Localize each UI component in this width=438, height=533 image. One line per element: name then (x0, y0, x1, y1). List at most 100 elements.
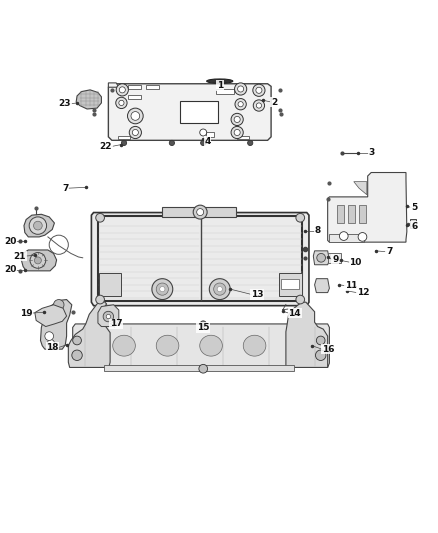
Circle shape (152, 279, 173, 300)
Circle shape (214, 283, 226, 295)
Circle shape (96, 213, 104, 222)
Circle shape (247, 140, 253, 146)
Circle shape (199, 365, 208, 373)
Circle shape (127, 108, 143, 124)
Text: 15: 15 (197, 323, 209, 332)
Circle shape (96, 295, 104, 304)
Bar (328, 253, 341, 263)
Text: 23: 23 (58, 99, 71, 108)
Text: 6: 6 (411, 222, 417, 231)
Circle shape (339, 232, 348, 240)
Circle shape (119, 87, 125, 93)
Text: 22: 22 (99, 142, 112, 151)
Circle shape (317, 254, 325, 262)
Polygon shape (108, 83, 119, 87)
Text: 7: 7 (386, 247, 392, 256)
Bar (128, 85, 141, 90)
Polygon shape (314, 279, 329, 293)
Circle shape (296, 295, 304, 304)
Bar (410, 219, 417, 228)
Circle shape (253, 100, 265, 111)
Circle shape (132, 130, 138, 135)
Polygon shape (98, 305, 119, 327)
Circle shape (53, 300, 64, 310)
Text: 21: 21 (14, 252, 26, 261)
Circle shape (201, 140, 206, 146)
Text: 10: 10 (350, 257, 362, 266)
Circle shape (200, 321, 206, 327)
Circle shape (253, 84, 265, 96)
Polygon shape (40, 300, 72, 349)
Polygon shape (68, 301, 110, 367)
Circle shape (116, 97, 127, 109)
Circle shape (47, 340, 54, 346)
Text: 11: 11 (345, 281, 357, 290)
Polygon shape (108, 84, 271, 140)
Ellipse shape (243, 335, 266, 356)
Circle shape (119, 100, 124, 106)
Circle shape (234, 130, 240, 135)
Circle shape (217, 287, 223, 292)
Bar (99, 273, 121, 296)
Text: 2: 2 (271, 98, 277, 107)
Circle shape (234, 116, 240, 123)
Circle shape (296, 213, 304, 222)
Bar (279, 273, 301, 296)
Ellipse shape (156, 335, 179, 356)
Circle shape (238, 102, 243, 107)
Circle shape (197, 208, 204, 215)
Bar (162, 207, 236, 217)
Circle shape (256, 87, 262, 93)
Circle shape (231, 126, 243, 139)
Polygon shape (286, 302, 328, 367)
Circle shape (200, 129, 207, 136)
Bar (146, 85, 159, 90)
Circle shape (169, 140, 174, 146)
Ellipse shape (113, 335, 135, 356)
Circle shape (131, 111, 140, 120)
Text: 7: 7 (62, 184, 68, 193)
Text: 20: 20 (4, 237, 16, 246)
Bar (216, 90, 234, 94)
Bar (98, 216, 302, 301)
Circle shape (231, 114, 243, 126)
Polygon shape (354, 182, 367, 195)
Polygon shape (92, 213, 309, 305)
Text: 9: 9 (332, 255, 339, 264)
Circle shape (160, 287, 165, 292)
Circle shape (73, 336, 81, 345)
Bar (128, 95, 141, 99)
Circle shape (29, 217, 46, 235)
Polygon shape (76, 90, 102, 109)
Text: 5: 5 (411, 203, 417, 212)
Text: 19: 19 (20, 309, 33, 318)
Bar (281, 279, 299, 289)
Ellipse shape (207, 79, 233, 83)
Text: 1: 1 (217, 81, 223, 90)
Circle shape (121, 140, 127, 146)
Circle shape (30, 253, 46, 268)
Circle shape (116, 84, 128, 96)
Polygon shape (35, 305, 67, 327)
Text: 20: 20 (4, 265, 16, 274)
Text: 14: 14 (289, 309, 301, 318)
Bar (117, 135, 130, 139)
Circle shape (256, 103, 261, 108)
Circle shape (34, 221, 42, 230)
Text: 3: 3 (368, 148, 375, 157)
Circle shape (72, 350, 82, 360)
Polygon shape (73, 324, 329, 367)
Circle shape (237, 86, 244, 92)
Text: 8: 8 (314, 227, 321, 236)
Text: 18: 18 (46, 343, 59, 352)
Circle shape (45, 332, 53, 341)
Text: 16: 16 (322, 345, 335, 354)
Circle shape (209, 279, 230, 300)
Polygon shape (21, 250, 57, 271)
Bar (348, 205, 355, 223)
Circle shape (35, 257, 41, 264)
Circle shape (235, 99, 246, 110)
Text: 13: 13 (251, 290, 264, 299)
Text: 4: 4 (205, 136, 211, 146)
Text: 12: 12 (357, 288, 369, 297)
